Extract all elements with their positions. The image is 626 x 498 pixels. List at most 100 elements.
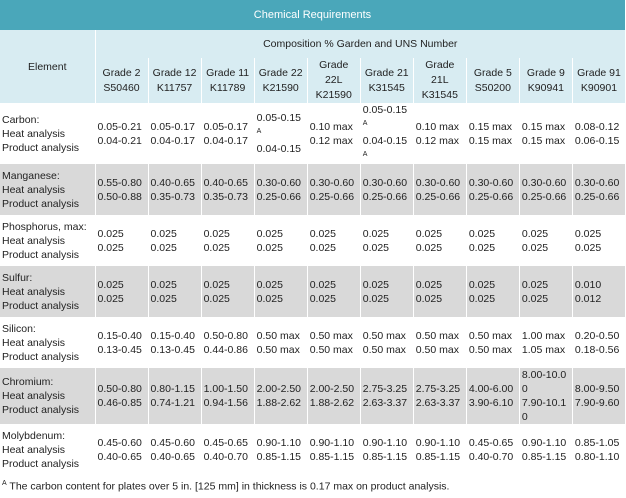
uns-number: K11789: [209, 81, 246, 94]
value-line: 0.80-1.10: [575, 450, 623, 464]
value-text: 0.40-0.70: [468, 450, 514, 463]
value-text: 0.30-0.60: [256, 176, 302, 189]
analysis-label: Product analysis: [2, 404, 80, 416]
value-note: A: [362, 150, 368, 158]
value-text: 0.025: [203, 278, 230, 291]
value-text: 2.00-2.50: [309, 383, 355, 395]
analysis-label: Heat analysis: [2, 443, 66, 456]
element-row: Phosphorus, max: Heat analysis Product ana…: [0, 215, 626, 266]
value-text: 0.012: [574, 292, 602, 305]
value-cell: 0.025 0.025: [254, 266, 308, 317]
value-cell: 0.15 max 0.15 max: [519, 103, 573, 164]
value-line: 0.025: [204, 278, 252, 292]
value-line: 0.50 max: [469, 329, 517, 343]
value-cell: 2.00-2.50 1.88-2.62: [254, 368, 308, 424]
value-line: 8.00-10.00: [522, 368, 570, 396]
analysis-label: Product analysis: [2, 141, 80, 154]
value-line: 0.80-1.15: [151, 382, 199, 396]
value-cell: 0.025 0.025: [307, 215, 361, 266]
value-text: 0.025: [521, 292, 549, 305]
grade-name: Grade 21L: [425, 59, 455, 86]
grade-header: Grade 2 S50460: [95, 58, 149, 103]
value-cell: 0.90-1.10 0.85-1.15: [413, 424, 467, 475]
value-text: 0.90-1.10: [521, 436, 567, 449]
value-cell: 0.90-1.10 0.85-1.15: [519, 424, 573, 475]
value-cell: 0.30-0.60 0.25-0.66: [466, 164, 520, 215]
value-line: 0.025: [204, 227, 252, 241]
value-line: 7.90-9.60: [575, 396, 623, 410]
value-cell: 0.025 0.025: [254, 215, 308, 266]
grade-header: Grade 22L K21590: [307, 58, 361, 103]
grade-header: Grade 9 K90941: [519, 58, 573, 103]
value-text: 0.025: [415, 227, 443, 240]
value-cell: 0.80-1.15 0.74-1.21: [148, 368, 202, 424]
value-text: 0.025: [150, 241, 177, 254]
uns-number: K90941: [527, 81, 564, 94]
value-line: 0.90-1.10: [522, 436, 570, 450]
element-cell: Manganese: Heat analysis Product analysis: [0, 164, 96, 215]
value-text: 7.90-10.10: [521, 397, 567, 423]
value-text: 0.025: [97, 278, 124, 291]
value-line: 0.15 max: [469, 134, 517, 148]
value-note: A: [362, 120, 368, 127]
value-text: 0.12 max: [309, 134, 353, 147]
value-text: 7.90-9.60: [574, 397, 620, 409]
grade-header: Grade 21 K31545: [360, 58, 414, 103]
value-cell: 0.30-0.60 0.25-0.66: [360, 164, 414, 215]
value-line: 0.35-0.73: [204, 190, 252, 204]
value-text: 0.40-0.65: [97, 450, 142, 463]
value-line: 0.025: [204, 241, 252, 255]
value-text: 1.05 max: [521, 343, 566, 356]
value-text: 0.30-0.60: [362, 176, 408, 189]
value-text: 0.025: [574, 241, 602, 254]
value-text: 0.04-0.17: [203, 134, 248, 147]
value-cell: 0.10 max 0.12 max: [413, 103, 467, 164]
uns-number: S50460: [103, 81, 140, 94]
value-line: 0.18-0.56: [575, 343, 623, 357]
value-text: 0.025: [362, 241, 390, 254]
value-text: 0.13-0.45: [150, 343, 195, 356]
analysis-label: Product analysis: [2, 248, 80, 261]
value-text: 0.025: [468, 241, 496, 254]
value-cell: 0.50-0.80 0.44-0.86: [201, 317, 255, 368]
value-text: 0.80-1.10: [574, 450, 620, 463]
value-text: 0.10 max: [415, 120, 459, 133]
value-cell: 0.025 0.025: [519, 266, 573, 317]
value-line: 0.45-0.65: [469, 436, 517, 450]
value-text: 0.15 max: [468, 120, 513, 133]
grade-header: Grade 91 K90901: [572, 58, 626, 103]
value-line: 0.05-0.15 A: [363, 103, 411, 134]
analysis-label: Product analysis: [2, 457, 80, 470]
value-line: 7.90-10.10: [522, 396, 570, 424]
value-text: 0.25-0.66: [574, 190, 620, 203]
value-cell: 0.025 0.025: [360, 266, 414, 317]
value-text: 0.18-0.56: [574, 343, 620, 356]
value-line: 0.05-0.21: [98, 120, 146, 134]
value-text: 0.80-1.15: [150, 383, 195, 395]
footnote-mark: A: [2, 480, 7, 487]
value-line: 0.15-0.40: [98, 329, 146, 343]
value-text: 0.90-1.10: [309, 436, 355, 449]
value-text: 0.025: [256, 292, 283, 305]
value-line: 0.90-1.10: [416, 436, 464, 450]
value-text: 0.04-0.15: [362, 134, 408, 147]
value-text: 0.12 max: [415, 134, 459, 147]
composition-header: Composition % Garden and UNS Number: [95, 30, 626, 58]
element-row: Carbon: Heat analysis Product analysis 0.05…: [0, 103, 626, 164]
value-line: 0.06-0.15: [575, 134, 623, 148]
value-line: 0.025: [469, 241, 517, 255]
value-text: 8.00-10.00: [521, 369, 567, 395]
uns-number: S50200: [474, 81, 511, 94]
element-cell: Phosphorus, max: Heat analysis Product ana…: [0, 215, 96, 266]
element-name: Molybdenum:: [2, 429, 66, 442]
value-text: 0.90-1.10: [256, 436, 302, 449]
value-text: 0.025: [415, 278, 443, 291]
value-text: 0.025: [150, 278, 177, 291]
value-text: 0.25-0.66: [362, 190, 408, 203]
value-text: 0.85-1.15: [362, 450, 408, 463]
value-cell: 0.45-0.60 0.40-0.65: [148, 424, 202, 475]
value-text: 1.88-2.62: [256, 397, 302, 409]
grade-header: Grade 12 K11757: [148, 58, 202, 103]
value-text: 2.75-3.25: [362, 383, 408, 395]
value-text: 0.50-0.80: [203, 329, 248, 342]
